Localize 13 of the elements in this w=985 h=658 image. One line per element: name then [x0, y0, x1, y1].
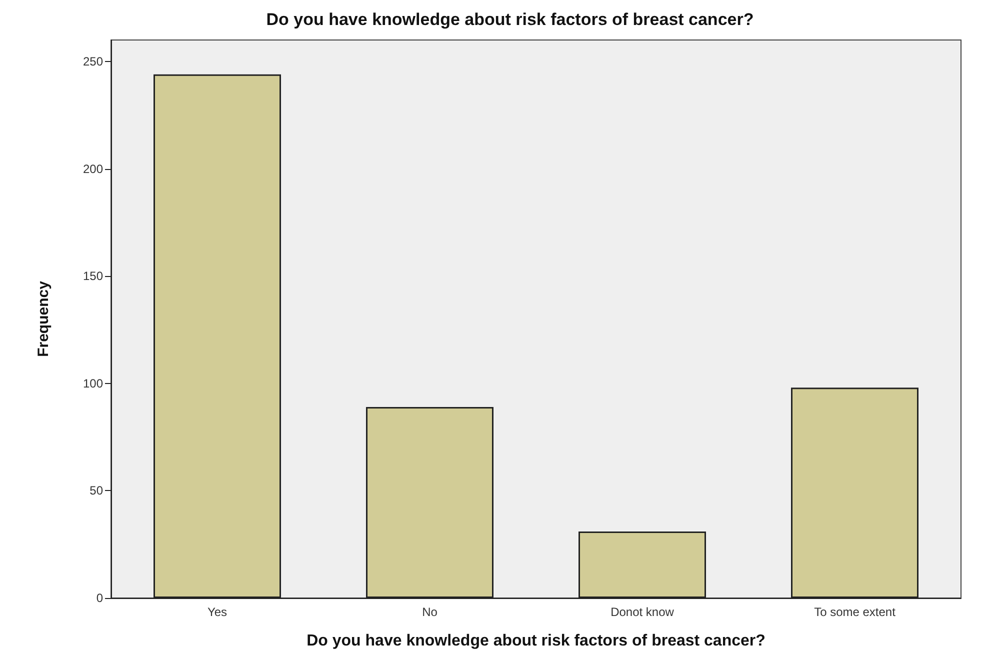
y-axis-title: Frequency: [35, 280, 52, 357]
y-tick-label: 200: [82, 162, 104, 176]
x-tick-label: No: [422, 605, 438, 619]
x-tick-label: Yes: [207, 605, 228, 619]
y-tick-label: 50: [90, 484, 104, 498]
y-tick-label: 250: [82, 54, 104, 68]
x-axis-title: Do you have knowledge about risk factors of breast cancer?: [306, 632, 766, 650]
y-tick-label: 0: [96, 591, 104, 605]
y-tick-label: 150: [82, 269, 104, 284]
y-tick-label: 100: [82, 376, 104, 390]
x-tick-label: To some extent: [814, 605, 896, 619]
chart-title: Do you have knowledge about risk factors of breast cancer?: [266, 10, 754, 29]
x-tick-label: Donot know: [610, 605, 674, 619]
